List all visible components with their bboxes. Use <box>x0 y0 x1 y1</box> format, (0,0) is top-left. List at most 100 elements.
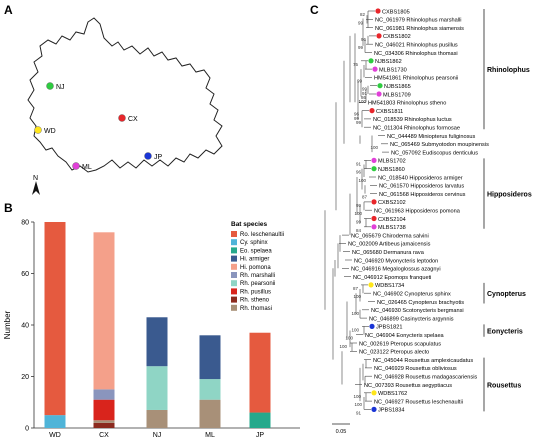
tree-leaf-label: NC_007393 Rousettus aegyptiacus <box>364 383 452 389</box>
legend-swatch <box>231 304 237 311</box>
bootstrap-value: 99 <box>356 220 362 225</box>
bar-segment <box>44 222 66 416</box>
bootstrap-value: 100 <box>353 394 361 399</box>
bar-segment <box>199 379 221 400</box>
site-marker-jp <box>144 152 152 160</box>
x-tick-label: CX <box>99 432 109 437</box>
tree-leaf-label: CXBS1802 <box>383 34 411 40</box>
y-tick-label: 20 <box>21 374 29 381</box>
tree-leaf-label: NC_018540 Hipposideros armiger <box>378 175 463 181</box>
tree-leaf-label: NC_018539 Rhinolophus luctus <box>373 117 452 123</box>
bootstrap-value: 100 <box>351 311 359 316</box>
panel-c-label: C <box>310 3 319 17</box>
map-sites: NJ CX WD ML JP <box>34 82 163 171</box>
tree-leaf-label: MLBS1702 <box>378 159 406 165</box>
legend-label: Cy. sphinx <box>240 240 268 246</box>
bootstrap-value: 91 <box>356 410 362 415</box>
bootstrap-value: 100 <box>353 294 361 299</box>
tree-leaf-label: NC_046930 Scotonycteris bergmansi <box>371 308 464 314</box>
sample-dot <box>375 8 381 14</box>
phylogenetic-tree: CXBS1805 NC_061979 Rhinolophus marshalli N… <box>324 8 532 435</box>
bar-segment <box>146 409 168 428</box>
bootstrap-value: 96 <box>354 112 360 117</box>
tree-leaf-label: JPBS1821 <box>376 325 402 331</box>
tree-leaf-label: JPBS1834 <box>378 408 404 414</box>
bar-segment <box>93 232 115 390</box>
sample-dot <box>371 390 377 396</box>
legend-swatch <box>231 231 237 237</box>
bootstrap-value: 96 <box>361 37 367 42</box>
bar-segment <box>44 415 66 428</box>
legend-label: Ro. leschenaultii <box>240 232 284 238</box>
tree-leaf-label: NC_046899 Casinycteris argynnis <box>369 316 454 322</box>
bar-segment <box>93 420 115 423</box>
sample-dot <box>372 66 378 72</box>
tree-leaf-label: NC_026465 Cynopterus brachyotis <box>377 300 464 306</box>
legend-label: Hi. pomona <box>240 265 271 271</box>
sample-dot <box>368 58 374 64</box>
bootstrap-value: 100 <box>339 344 347 349</box>
tree-leaf-label: NC_061963 Hipposideros pomona <box>374 209 461 215</box>
tree-leaf-label: CXBS2104 <box>378 217 406 223</box>
bar-segment <box>199 335 221 380</box>
sample-dot <box>376 33 382 39</box>
bootstrap-value: 91 <box>356 161 362 166</box>
bootstrap-value: 99 <box>356 120 362 125</box>
tree-leaf-label: MLBS1730 <box>379 67 407 73</box>
tree-leaf-label: NC_061981 Rhinolophus siamensis <box>375 26 464 32</box>
bar-segment <box>249 332 271 413</box>
legend-swatch <box>231 263 237 270</box>
sample-dot <box>371 199 377 205</box>
y-tick-label: 60 <box>21 271 29 278</box>
legend-label: Hi. armiger <box>240 257 269 263</box>
panel-b-label: B <box>4 201 13 215</box>
tree-leaf-label: NJBS1862 <box>375 59 402 65</box>
tree-leaf-label: CXBS2102 <box>378 200 406 206</box>
bootstrap-value: 100 <box>351 327 359 332</box>
bootstrap-value: 99 <box>358 20 364 25</box>
legend-label: Rh. pusillus <box>240 289 271 295</box>
tree-leaf-label: NC_046916 Megaloglossus azagnyi <box>351 267 441 273</box>
bar-segment <box>93 422 115 428</box>
bootstrap-value: 75 <box>353 62 359 67</box>
province-outline <box>27 17 223 173</box>
clade-label: Rousettus <box>487 383 521 390</box>
legend-swatch <box>231 296 237 303</box>
tree-leaf-label: NC_011304 Rhinolophus formosae <box>373 126 460 132</box>
tree-leaf-label: NC_046929 Rousettus obliviosus <box>374 366 457 372</box>
tree-leaf-label: NC_061568 Hipposideros cervinus <box>379 192 466 198</box>
north-arrow: N <box>32 175 40 195</box>
tree-leaf-label: CXBS1811 <box>376 109 403 115</box>
legend-swatch <box>231 272 237 278</box>
panel-a-label: A <box>4 3 13 17</box>
yunnan-map <box>27 17 223 173</box>
tree-leaf-label: WDBS1734 <box>375 283 404 289</box>
legend-label: Rh. pearsonii <box>240 281 275 287</box>
legend-label: Rh. thomasi <box>240 306 272 312</box>
scale-bar-label: 0.05 <box>336 429 347 435</box>
y-tick-label: 80 <box>21 220 29 227</box>
y-tick-label: 40 <box>21 323 29 330</box>
legend-label: Rh. marshalli <box>240 273 275 279</box>
tree-leaf-label: NC_046928 Rousettus madagascariensis <box>374 375 477 381</box>
y-tick-label: 0 <box>25 426 29 433</box>
bootstrap-value: 86 <box>361 95 367 100</box>
sample-dot <box>371 406 377 412</box>
tree-leaf-label: NC_002619 Pteropus scapulatus <box>359 341 441 347</box>
tree-leaf-label: NC_061570 Hipposideros larvatus <box>379 184 464 190</box>
x-tick-label: WD <box>49 432 61 437</box>
tree-leaf-label: NC_046927 Rousettus leschenaultii <box>374 399 463 405</box>
tree-leaf-label: NC_061979 Rhinolophus marshalli <box>375 18 461 24</box>
sample-dot <box>376 91 382 97</box>
legend-swatch <box>231 280 237 287</box>
legend-swatch <box>231 239 237 246</box>
site-label-jp: JP <box>154 154 163 161</box>
bootstrap-value: 91 <box>362 91 368 96</box>
tree-leaf-label: NC_065469 Submyotodon moupinensis <box>390 142 489 148</box>
bar-segment <box>93 399 115 421</box>
bootstrap-value: 100 <box>345 336 353 341</box>
tree-leaf-label: NC_065679 Chiroderma salvini <box>351 233 429 239</box>
tree-leaf-label: NC_023122 Pteropus alecto <box>359 350 429 356</box>
clade-label: Cynopterus <box>487 291 526 298</box>
bootstrap-value: 100 <box>358 178 366 183</box>
